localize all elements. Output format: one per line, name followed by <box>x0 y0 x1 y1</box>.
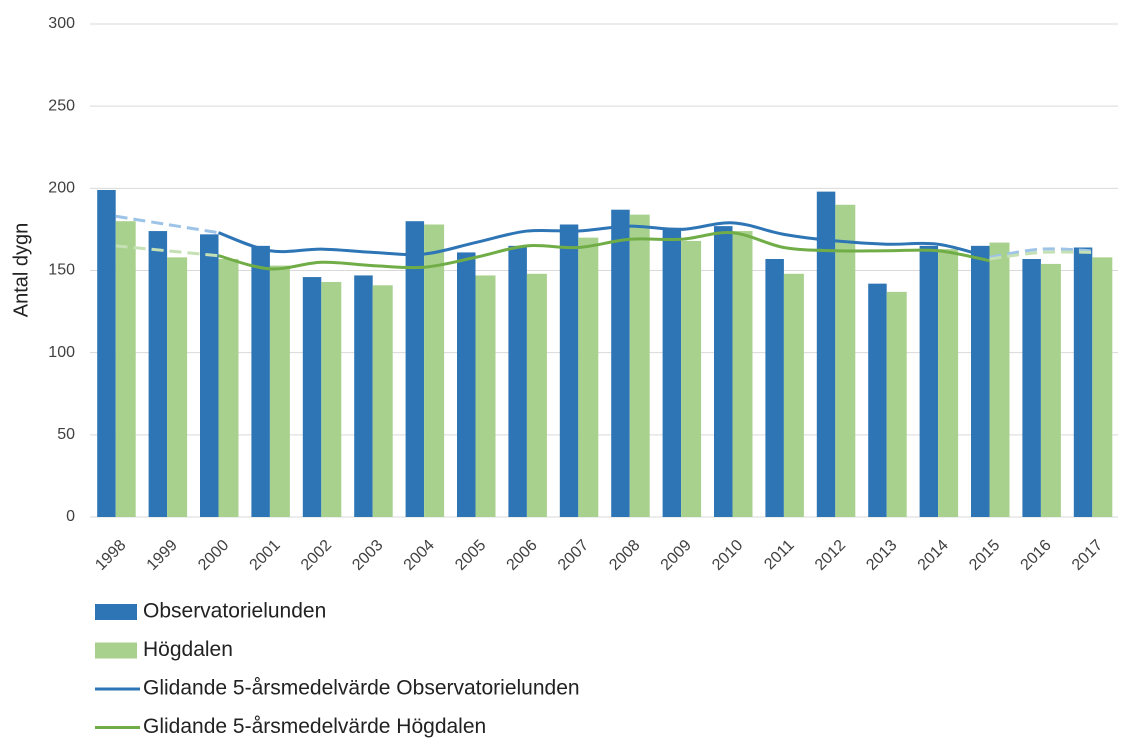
trend-line <box>989 247 1093 259</box>
bar <box>578 237 599 517</box>
bar <box>457 252 476 517</box>
bar <box>97 189 116 517</box>
x-tick-label: 2003 <box>349 537 386 574</box>
x-tick-label: 2010 <box>709 537 746 574</box>
x-tick-label: 1999 <box>144 537 181 574</box>
bar <box>1022 258 1041 517</box>
bar <box>971 245 990 517</box>
legend-swatch <box>95 604 137 620</box>
bar <box>886 291 907 517</box>
x-tick-label: 2014 <box>915 537 952 574</box>
bar <box>919 245 939 517</box>
x-tick-label: 2017 <box>1069 537 1106 574</box>
bar <box>714 226 733 517</box>
bar <box>783 273 804 517</box>
legend-label: Glidande 5-årsmedelvärde Observatorielun… <box>143 677 580 700</box>
bar <box>354 275 373 517</box>
legend-label: Glidande 5-årsmedelvärde Högdalen <box>143 715 486 738</box>
bar <box>938 249 959 518</box>
bar <box>816 191 836 517</box>
bar <box>405 221 425 517</box>
x-tick-label: 2013 <box>863 537 900 574</box>
x-tick-label: 1998 <box>92 537 129 574</box>
bar <box>475 275 496 517</box>
bar <box>662 227 682 518</box>
x-tick-label: 2000 <box>195 537 232 574</box>
bar <box>148 231 168 517</box>
legend-swatch <box>95 642 137 659</box>
bar <box>302 277 322 517</box>
bar <box>1092 257 1113 517</box>
x-tick-label: 2006 <box>504 537 541 574</box>
bar <box>989 242 1010 517</box>
y-tick-label: 250 <box>48 97 75 114</box>
y-tick-label: 200 <box>48 180 75 197</box>
x-tick-label: 2002 <box>298 537 335 574</box>
x-tick-label: 2012 <box>812 537 849 574</box>
x-tick-label: 2008 <box>606 537 643 574</box>
bar <box>1040 263 1061 517</box>
y-tick-label: 300 <box>48 15 75 32</box>
y-tick-label: 100 <box>48 344 75 361</box>
x-tick-label: 2001 <box>247 537 284 574</box>
bar <box>115 221 136 517</box>
trend-line <box>115 244 219 258</box>
bar <box>251 245 270 517</box>
y-tick-label: 0 <box>66 508 75 525</box>
legend-label: Högdalen <box>143 638 233 661</box>
x-tick-label: 2015 <box>966 537 1003 574</box>
trend-line <box>115 214 219 235</box>
bar <box>321 282 342 517</box>
bar <box>765 258 784 517</box>
bar <box>269 265 290 517</box>
x-tick-label: 2004 <box>401 537 438 574</box>
x-tick-label: 2011 <box>761 537 797 573</box>
y-tick-label: 150 <box>48 262 75 279</box>
x-tick-label: 2007 <box>555 537 592 574</box>
bar <box>424 224 445 517</box>
bar <box>629 214 650 518</box>
legend-label: Observatorielunden <box>143 600 326 623</box>
y-axis-label: Antal dygn <box>10 223 32 318</box>
bar <box>508 245 527 517</box>
trend-line <box>218 231 990 271</box>
bar <box>200 234 219 517</box>
bar <box>732 231 753 517</box>
x-tick-label: 2016 <box>1018 537 1055 574</box>
y-tick-label: 50 <box>57 426 75 443</box>
bar <box>681 240 702 518</box>
bar <box>218 258 239 517</box>
bar <box>167 257 188 517</box>
bar <box>559 224 579 517</box>
bar <box>611 209 630 518</box>
trend-line <box>989 250 1093 261</box>
bar <box>526 273 547 517</box>
x-tick-label: 2009 <box>658 537 695 574</box>
bar <box>372 285 393 517</box>
bar <box>1073 247 1093 517</box>
bar <box>835 204 856 517</box>
x-tick-label: 2005 <box>452 537 489 574</box>
trend-line <box>217 221 990 259</box>
bar <box>868 283 887 517</box>
